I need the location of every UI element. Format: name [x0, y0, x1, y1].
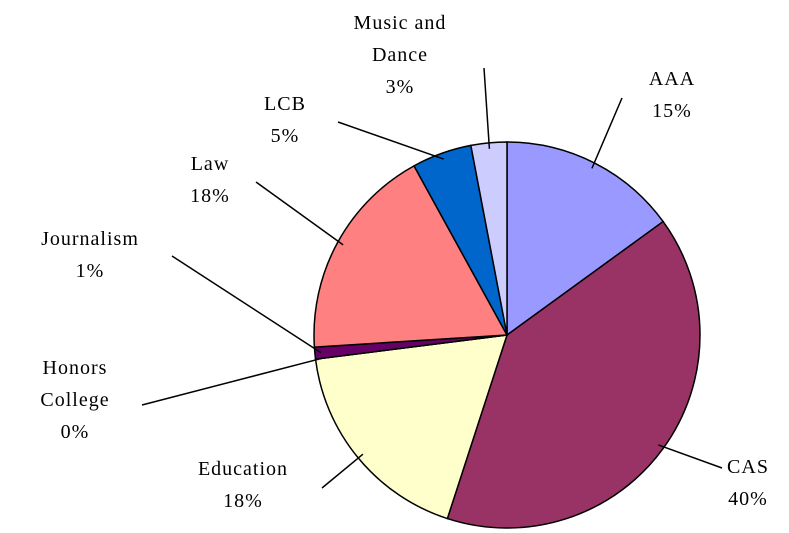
category-label: Education	[197, 458, 289, 480]
category-label: CAS	[727, 456, 769, 478]
category-label: Honors College	[40, 357, 110, 411]
pie-slice	[446, 220, 701, 529]
category-label: Journalism	[41, 228, 139, 250]
leader-line	[591, 97, 623, 169]
leader-line	[337, 121, 444, 160]
category-label: LCB	[264, 93, 306, 115]
value-label: 40%	[728, 488, 768, 510]
leader-line	[171, 255, 322, 354]
value-label: 3%	[385, 76, 415, 98]
value-label: 5%	[270, 125, 300, 147]
slice-label: LCB 5%	[229, 88, 341, 152]
category-label: Law	[190, 153, 230, 175]
slice-label: Music and Dance 3%	[344, 7, 456, 103]
slice-label: Journalism 1%	[34, 223, 146, 287]
leader-line	[658, 444, 723, 469]
category-label: Music and Dance	[353, 12, 447, 66]
leader-line	[255, 181, 344, 246]
value-label: 18%	[223, 490, 263, 512]
slice-label: Law 18%	[154, 148, 266, 212]
value-label: 18%	[190, 185, 230, 207]
value-label: 1%	[75, 260, 105, 282]
leader-line	[483, 67, 491, 149]
leader-line	[321, 453, 364, 489]
slice-label: Education 18%	[187, 453, 299, 517]
value-label: 15%	[652, 100, 692, 122]
leader-line	[141, 357, 322, 406]
slice-label: CAS 40%	[692, 451, 789, 515]
value-label: 0%	[60, 421, 90, 443]
category-label: AAA	[648, 68, 696, 90]
slice-label: AAA 15%	[616, 63, 728, 127]
slice-label: Honors College 0%	[19, 352, 131, 448]
